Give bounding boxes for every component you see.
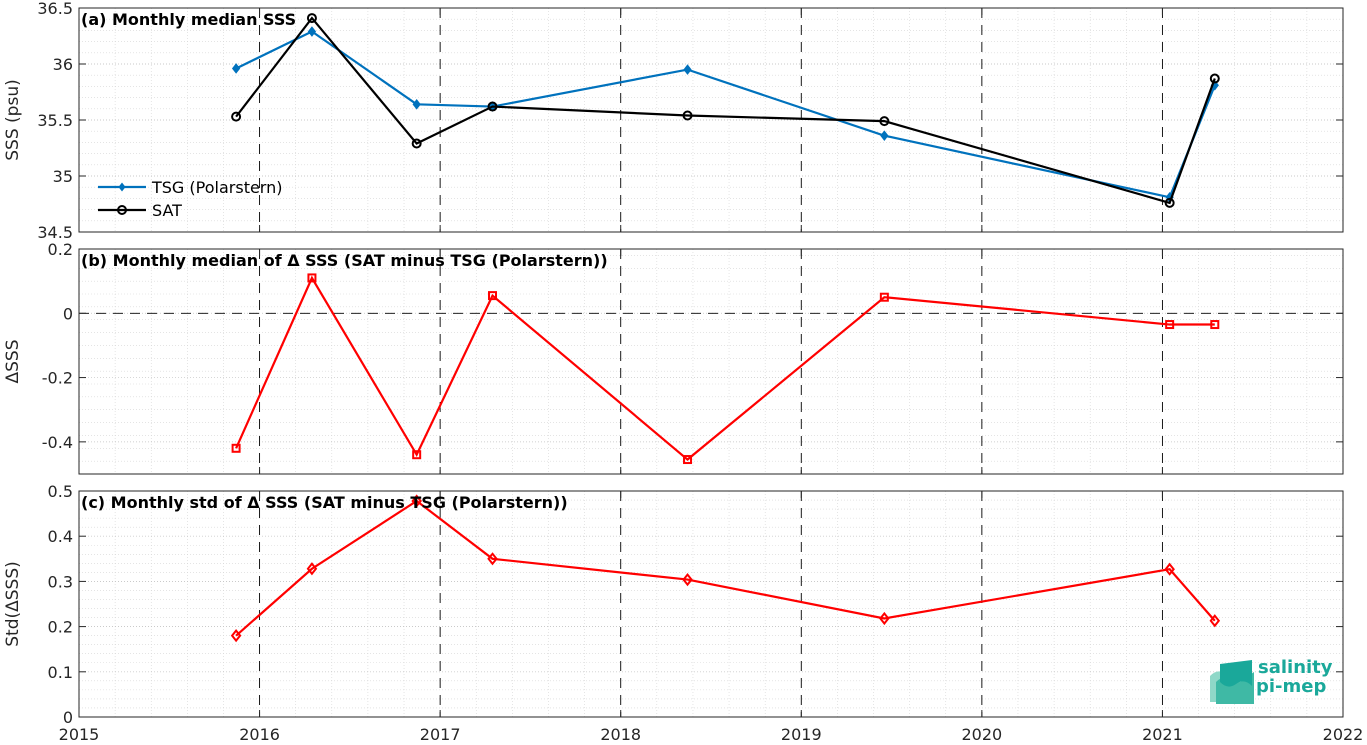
panel-title: (c) Monthly std of Δ SSS (SAT minus TSG … [81, 493, 568, 512]
data-point [683, 455, 693, 465]
x-tick-label: 2015 [59, 725, 100, 744]
x-tick-label: 2019 [781, 725, 822, 744]
data-point [230, 629, 242, 643]
legend-label: TSG (Polarstern) [151, 178, 282, 197]
axes-box [78, 248, 1344, 475]
data-point [487, 101, 498, 112]
data-point [1210, 320, 1220, 330]
data-point [411, 138, 422, 149]
series-line [235, 30, 1216, 199]
logo-text: salinity pi-mep [1256, 657, 1333, 697]
y-tick-label: 0.2 [48, 618, 73, 637]
data-point [879, 611, 890, 626]
data-point [682, 572, 693, 587]
data-point [231, 63, 241, 74]
y-tick-label: 0.5 [48, 482, 73, 501]
y-tick-label: 0.2 [48, 240, 73, 259]
data-point [1209, 614, 1221, 628]
panel-title: (a) Monthly median SSS [81, 10, 296, 29]
legend-label: SAT [152, 201, 182, 220]
data-point [231, 443, 241, 453]
y-tick-label: 0.3 [48, 572, 73, 591]
data-point [1164, 197, 1175, 208]
panel-1: 34.5 35 35.5 36 36.5 SSS (psu) (a) Monthly med… [3, 0, 1344, 242]
panel-title: (b) Monthly median of Δ SSS (SAT minus T… [81, 251, 608, 270]
series-line [235, 275, 1215, 461]
series-line [235, 499, 1216, 637]
data-point [412, 450, 422, 460]
data-point [412, 99, 421, 110]
logo-wave-icon [1210, 660, 1254, 704]
y-tick-label: 35.5 [37, 111, 73, 130]
x-tick-label: 2018 [600, 725, 641, 744]
data-point [307, 26, 317, 37]
panel-3: 0 0.1 0.2 0.3 0.4 0.5 Std(ΔSSS) (c) Monthly std… [3, 482, 1344, 727]
y-axis-label: Std(ΔSSS) [3, 561, 23, 647]
panel-2: -0.4 -0.2 0 0.2 ΔSSS (b) Monthly median of Δ … [3, 240, 1344, 475]
data-point [487, 552, 498, 566]
data-point [1209, 73, 1220, 84]
data-point [488, 291, 498, 301]
y-tick-label: 0 [63, 708, 73, 727]
data-point [307, 273, 317, 283]
data-point [682, 110, 693, 121]
x-tick-label: 2020 [961, 725, 1002, 744]
y-axis-label: SSS (psu) [3, 79, 23, 160]
legend-marker [117, 205, 127, 215]
series-line [235, 16, 1216, 205]
axes-box [78, 490, 1344, 718]
y-tick-label: 36.5 [37, 0, 73, 18]
y-axis-label: ΔSSS [3, 339, 23, 383]
x-tick-label: 2022 [1323, 725, 1364, 744]
legend: TSG (Polarstern) SAT [98, 178, 282, 220]
data-point [879, 292, 889, 302]
logo-line1: salinity [1258, 657, 1333, 678]
data-point [306, 562, 318, 576]
y-tick-label: 0 [63, 304, 73, 323]
data-point [879, 116, 890, 127]
x-tick-label: 2017 [420, 725, 461, 744]
y-tick-label: 0.1 [48, 663, 73, 682]
data-point [411, 494, 422, 508]
data-point [683, 64, 692, 75]
x-tick-label: 2016 [239, 725, 280, 744]
legend-marker [118, 182, 126, 192]
y-tick-label: 0.4 [48, 527, 73, 546]
salinity-pi-mep-logo [1208, 656, 1338, 706]
data-point [1165, 320, 1175, 330]
y-tick-label: 34.5 [37, 223, 73, 242]
data-point [231, 111, 242, 122]
y-tick-label: 36 [53, 55, 73, 74]
logo-line2: pi-mep [1256, 676, 1327, 697]
data-point [1164, 562, 1175, 576]
data-point [306, 13, 317, 24]
data-point [880, 130, 889, 141]
y-tick-label: 35 [53, 167, 73, 186]
x-tick-label: 2021 [1142, 725, 1183, 744]
y-tick-label: -0.4 [42, 433, 73, 452]
y-tick-label: -0.2 [42, 369, 73, 388]
